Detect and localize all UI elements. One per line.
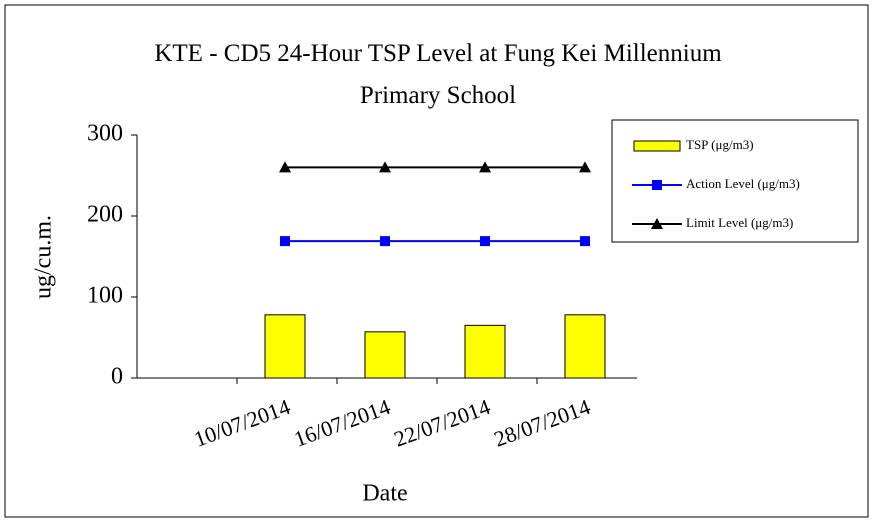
bar	[364, 331, 406, 379]
marker	[479, 161, 491, 173]
marker	[380, 236, 390, 247]
bar	[464, 324, 506, 379]
marker	[379, 161, 391, 173]
chart-title: KTE - CD5 24-Hour TSP Level at Fung Kei …	[154, 40, 722, 109]
x-axis-title: Date	[362, 481, 407, 507]
y-tick-label: 200	[87, 202, 123, 228]
marker	[580, 236, 590, 247]
y-tick-label: 0	[111, 364, 123, 390]
y-axis-title: ug/cu.m.	[31, 215, 57, 299]
legend-label: Limit Level (μg/m3)	[686, 215, 793, 230]
marker	[280, 236, 290, 247]
legend-marker	[651, 218, 663, 229]
chart-border	[4, 4, 869, 518]
legend-symbol	[652, 180, 662, 190]
marker	[579, 161, 591, 173]
marker	[279, 161, 291, 173]
legend-swatch	[633, 140, 681, 152]
legend-label: Action Level (μg/m3)	[686, 176, 800, 191]
bar	[264, 314, 306, 379]
legend-marker	[652, 180, 662, 190]
y-tick-label: 300	[87, 121, 123, 147]
y-tick-label: 100	[87, 283, 123, 309]
marker	[480, 236, 490, 247]
bar	[564, 314, 606, 379]
legend-label: TSP (μg/m3)	[686, 137, 754, 152]
legend-symbol	[651, 218, 663, 229]
